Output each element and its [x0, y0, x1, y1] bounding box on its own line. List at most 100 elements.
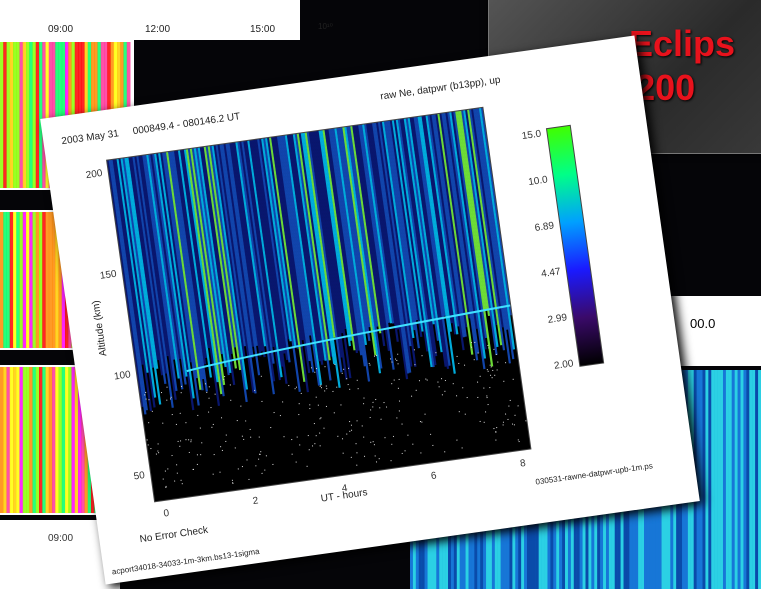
noise: [346, 433, 347, 434]
noise: [512, 423, 513, 424]
texture: [717, 370, 720, 589]
texture: [39, 367, 43, 513]
noise: [492, 377, 493, 378]
noise: [221, 417, 222, 418]
noise: [181, 386, 182, 387]
noise: [272, 464, 273, 465]
noise: [488, 371, 489, 372]
noise: [242, 436, 243, 437]
noise: [189, 452, 190, 453]
noise: [486, 395, 487, 396]
noise: [274, 412, 275, 413]
noise: [375, 399, 376, 400]
texture: [42, 212, 46, 348]
noise: [301, 393, 302, 394]
noise: [346, 378, 347, 379]
noise: [178, 441, 179, 442]
noise: [295, 388, 296, 389]
noise: [483, 387, 484, 388]
y-tick-label: 50: [133, 470, 146, 483]
noise: [363, 397, 364, 398]
texture: [26, 367, 30, 513]
noise: [172, 414, 173, 415]
noise: [372, 406, 373, 407]
noise: [439, 386, 440, 387]
time-label: 09:00: [48, 24, 73, 35]
noise: [230, 400, 231, 401]
noise: [299, 403, 300, 404]
noise: [165, 471, 166, 472]
noise: [421, 355, 422, 356]
noise: [210, 407, 211, 408]
noise: [334, 412, 335, 413]
noise: [337, 436, 338, 437]
noise: [462, 387, 463, 388]
noise: [314, 443, 315, 444]
texture: [16, 212, 20, 348]
noise: [197, 415, 198, 416]
colorbar-label: 10¹⁰: [318, 22, 333, 31]
noise: [343, 369, 344, 370]
noise: [226, 434, 227, 435]
noise: [480, 376, 481, 377]
noise: [261, 376, 262, 377]
noise: [314, 372, 315, 373]
noise: [514, 415, 515, 416]
noise: [326, 406, 327, 407]
noise: [254, 390, 255, 391]
noise: [180, 440, 181, 441]
noise: [200, 427, 201, 428]
noise: [312, 445, 313, 446]
noise: [477, 397, 478, 398]
noise: [480, 421, 481, 422]
noise: [497, 362, 498, 363]
texture: [42, 367, 46, 513]
noise: [250, 429, 251, 430]
noise: [156, 453, 157, 454]
texture: [732, 370, 735, 589]
noise: [296, 461, 297, 462]
noise: [158, 443, 159, 444]
colorbar-tick-label: 15.0: [521, 128, 542, 142]
noise: [166, 486, 167, 487]
noise: [505, 414, 506, 415]
noise: [453, 383, 454, 384]
noise: [158, 452, 159, 453]
noise: [176, 464, 177, 465]
time-label: 15:00: [250, 24, 275, 35]
noise: [456, 440, 457, 441]
y-tick-label: 150: [99, 269, 117, 282]
texture: [3, 42, 7, 188]
noise: [297, 437, 298, 438]
noise: [170, 398, 171, 399]
noise: [477, 382, 478, 383]
noise: [370, 417, 371, 418]
noise: [420, 421, 421, 422]
noise: [432, 445, 433, 446]
noise: [259, 454, 260, 455]
noise: [211, 427, 212, 428]
texture: [10, 42, 14, 188]
texture: [29, 42, 33, 188]
texture: [23, 212, 27, 348]
noise: [291, 439, 292, 440]
noise: [283, 436, 284, 437]
noise: [465, 414, 466, 415]
noise: [398, 388, 399, 389]
noise: [316, 435, 317, 436]
noise: [395, 358, 396, 359]
noise: [391, 444, 392, 445]
noise: [148, 444, 149, 445]
noise: [471, 342, 472, 343]
noise: [513, 379, 514, 380]
noise: [462, 447, 463, 448]
noise: [351, 430, 352, 431]
noise: [326, 386, 327, 387]
noise: [349, 431, 350, 432]
noise: [386, 406, 387, 407]
noise: [262, 473, 263, 474]
noise: [171, 397, 172, 398]
texture: [752, 370, 755, 589]
noise: [288, 385, 289, 386]
noise: [309, 449, 310, 450]
